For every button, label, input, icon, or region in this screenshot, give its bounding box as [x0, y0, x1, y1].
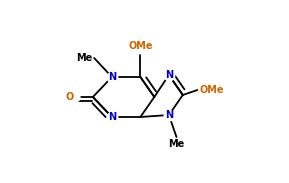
- Text: N: N: [108, 112, 116, 122]
- Text: Me: Me: [76, 53, 92, 63]
- Text: Me: Me: [168, 139, 185, 149]
- Text: N: N: [108, 72, 116, 82]
- Text: OMe: OMe: [199, 85, 224, 95]
- Text: O: O: [65, 92, 73, 102]
- Text: OMe: OMe: [128, 41, 153, 51]
- Text: N: N: [165, 70, 173, 80]
- Text: N: N: [165, 110, 173, 120]
